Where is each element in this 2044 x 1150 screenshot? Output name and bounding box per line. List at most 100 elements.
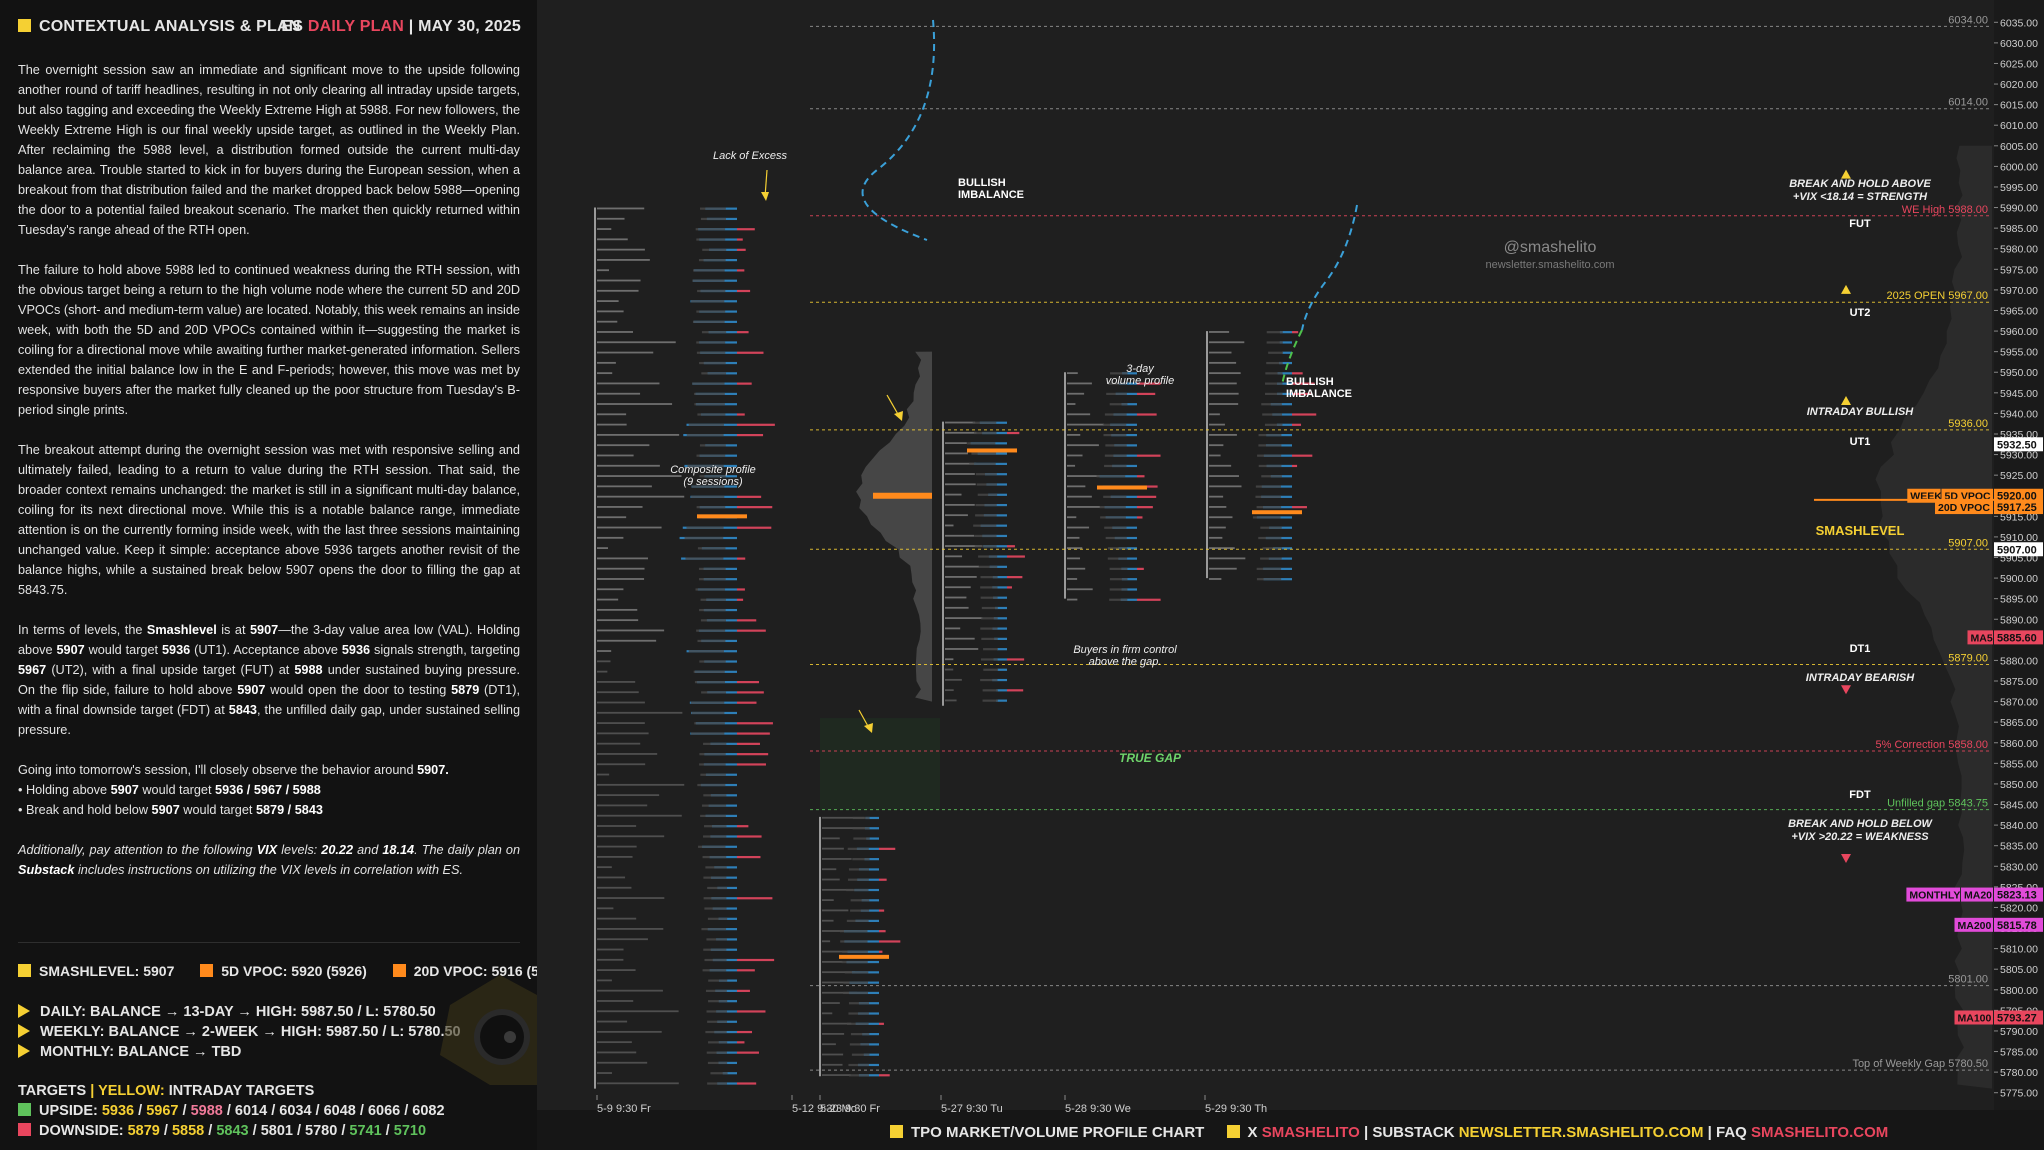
price-tag-prefix: 20D VPOC — [1938, 502, 1990, 514]
tpo-letters — [597, 670, 608, 673]
volume-bar-shade — [1265, 392, 1283, 396]
volume-bar-shade — [696, 351, 726, 354]
tpo-letters — [597, 928, 664, 930]
volume-bar-sell — [737, 855, 761, 859]
tpo-letters — [597, 835, 665, 838]
tpo-letters — [597, 938, 648, 941]
tpo-letters — [1209, 372, 1241, 375]
tpo-letters — [1067, 536, 1080, 539]
imbalance-curve-2 — [1301, 204, 1358, 331]
volume-bar-shade — [699, 763, 726, 766]
price-tag-side: MONTHLY — [1909, 890, 1960, 902]
volume-bar-shade — [1110, 372, 1128, 375]
volume-bar-shade — [1104, 413, 1127, 416]
t: . The daily plan on — [414, 843, 521, 857]
t: would target — [84, 643, 162, 657]
sep: | — [408, 18, 414, 35]
tpo-letters — [597, 608, 638, 611]
tpo-letters — [597, 289, 639, 292]
price-tag — [1994, 630, 2043, 645]
price-tag — [1994, 917, 2043, 932]
volume-bar-shade — [846, 919, 869, 922]
t: 5988 — [294, 663, 323, 677]
price-tag-prefix-box — [1935, 500, 1993, 515]
volume-bar-buy — [1121, 567, 1137, 570]
volume-bar-shade — [1258, 464, 1282, 468]
tpo-letters — [822, 991, 858, 994]
volume-bar-sell — [737, 423, 775, 426]
square-icon — [18, 1123, 31, 1136]
tpo-letters — [822, 878, 840, 881]
volume-bar-shade — [982, 699, 998, 702]
tpo-letters — [597, 773, 610, 776]
level-label: 5801.00 — [1948, 974, 1988, 986]
volume-bar-sell — [1007, 545, 1015, 548]
volume-bar-sell — [1007, 555, 1025, 558]
x-link[interactable]: SMASHELITO — [1261, 1124, 1360, 1141]
y-tick-label: 5980.00 — [2000, 244, 2038, 256]
volume-bar-shade — [1266, 341, 1283, 344]
tpo-letters — [822, 888, 854, 891]
t: 5907 — [237, 683, 266, 697]
tpo-letters — [597, 763, 646, 766]
volume-bar-buy — [1118, 557, 1137, 560]
volume-bar-shade — [1100, 516, 1126, 519]
y-tick-label: 5775.00 — [2000, 1088, 2038, 1100]
volume-bar-shade — [844, 971, 869, 974]
volume-bar-shade — [703, 897, 727, 900]
arrow-head-icon — [894, 411, 903, 421]
tpo-letters — [1209, 413, 1220, 416]
t: Smashlevel — [146, 623, 217, 637]
price-tag-side-box — [1906, 887, 1960, 902]
gap-layer — [820, 718, 940, 810]
price-tag-label: 5932.50 — [1997, 439, 2037, 451]
tpo-letters — [597, 454, 634, 457]
volume-bar-shade — [974, 534, 997, 538]
t: | — [90, 1083, 95, 1099]
t: / — [178, 1103, 191, 1119]
square-icon — [890, 1125, 903, 1138]
tpo-letters — [597, 279, 641, 282]
footer-chart-title: TPO MARKET/VOLUME PROFILE CHART — [911, 1124, 1205, 1141]
tpo-letters — [597, 1030, 662, 1033]
tpo-letters — [597, 310, 624, 313]
tpo-letters — [597, 217, 625, 220]
volume-bar-shade — [696, 238, 726, 241]
faq-link[interactable]: SMASHELITO.COM — [1751, 1124, 1889, 1141]
volume-bar-shade — [1265, 382, 1283, 385]
t: 5710 — [393, 1123, 427, 1139]
volume-bar-shade — [692, 320, 725, 323]
volume-bar-shade — [1266, 361, 1283, 365]
tpo-letters — [597, 526, 662, 529]
time-axis: 5-9 9:30 Fr 5-12 9:30 Mo5-23 9:30 Fr 5-27 … — [596, 1095, 1267, 1115]
tpo-letters — [1209, 485, 1242, 488]
substack-link[interactable]: NEWSLETTER.SMASHELITO.COM — [1458, 1124, 1704, 1141]
t: / — [159, 1123, 172, 1139]
volume-bar-shade — [702, 248, 727, 251]
volume-bar-sell — [737, 989, 750, 992]
tpo-letters — [597, 825, 637, 827]
volume-bar-sell — [879, 940, 901, 943]
volume-bar-sell — [737, 331, 749, 334]
intraday-bearish-label: INTRADAY BEARISH — [1805, 672, 1915, 684]
arrow-head-icon — [761, 192, 769, 201]
t: / — [134, 1103, 147, 1119]
volume-bar-shade — [852, 816, 870, 820]
tpo-letters — [822, 1033, 845, 1035]
volume-bar-shade — [1104, 464, 1127, 468]
tpo-letters — [1067, 547, 1083, 550]
tpo-letters — [945, 462, 977, 465]
volume-bar-shade — [1260, 557, 1282, 560]
y-tick-label: 6005.00 — [2000, 141, 2038, 153]
paragraph-3: The breakout attempt during the overnigh… — [18, 443, 520, 597]
t: includes instructions on utilizing the V… — [74, 863, 463, 877]
volume-bar-shade — [699, 753, 726, 756]
levels-layer: 6034.00 6014.00 WE High 5988.00 2025 OPEN 5… — [810, 14, 1990, 1071]
volume-bar-sell — [879, 950, 883, 953]
price-tag-label: 5917.25 — [1997, 502, 2037, 514]
tpo-letters — [822, 827, 866, 829]
analysis-body: The overnight session saw an immediate a… — [18, 60, 520, 900]
tpo-letters — [822, 919, 834, 922]
tpo-letters — [1209, 331, 1230, 333]
